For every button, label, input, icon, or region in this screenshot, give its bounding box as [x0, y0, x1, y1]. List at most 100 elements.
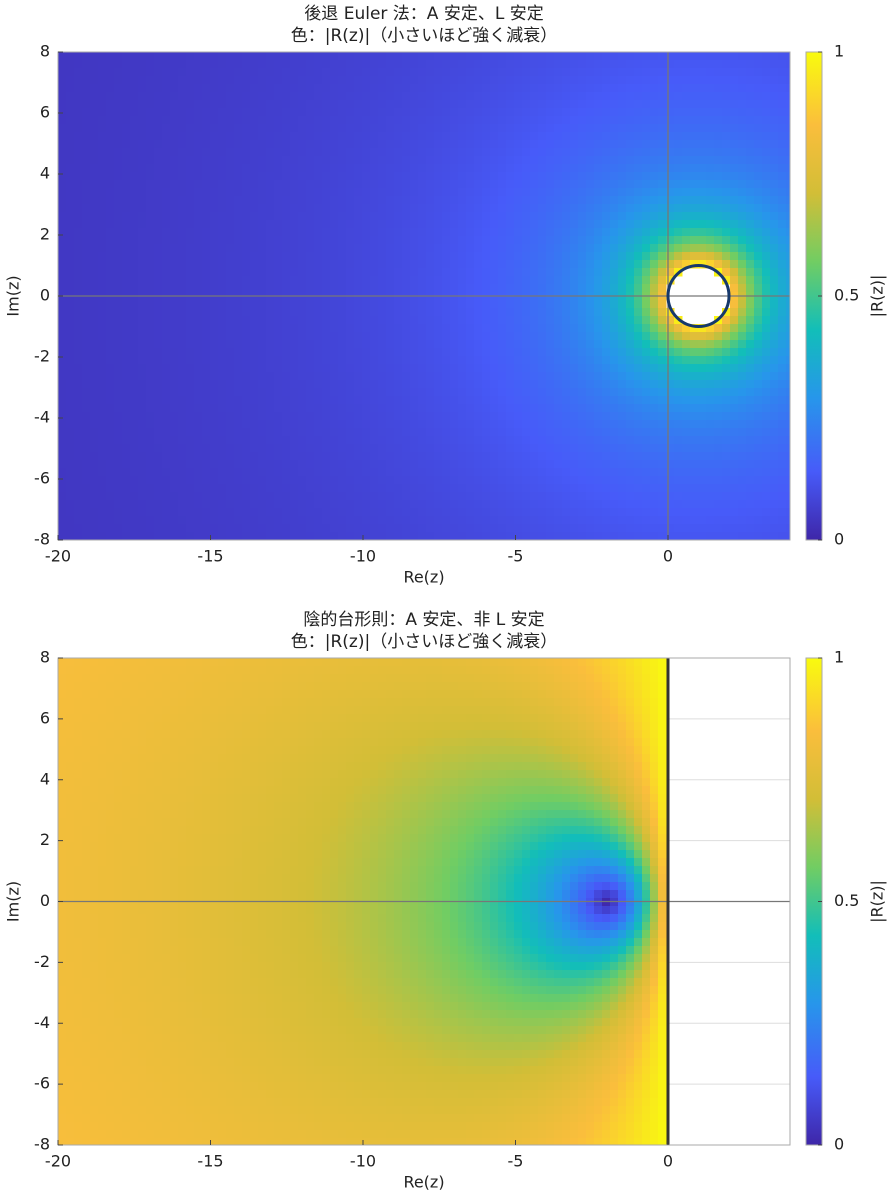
heatmap-cell: [450, 244, 459, 253]
heatmap-cell: [554, 476, 563, 485]
heatmap-cell: [490, 244, 499, 253]
heatmap-cell: [650, 444, 659, 453]
heatmap-cell: [306, 116, 315, 125]
heatmap-cell: [682, 68, 691, 77]
heatmap-cell: [346, 84, 355, 93]
heatmap-cell: [738, 324, 747, 333]
heatmap-cell: [578, 468, 587, 477]
heatmap-cell: [378, 396, 387, 405]
heatmap-cell: [250, 60, 259, 69]
heatmap-cell: [450, 260, 459, 269]
heatmap-cell: [162, 388, 171, 397]
heatmap-cell: [210, 428, 219, 437]
heatmap-cell: [146, 116, 155, 125]
heatmap-cell: [506, 356, 515, 365]
heatmap-cell: [642, 404, 651, 413]
heatmap-cell: [226, 132, 235, 141]
heatmap-cell: [522, 164, 531, 173]
heatmap-cell: [194, 324, 203, 333]
heatmap-cell: [354, 108, 363, 117]
heatmap-cell: [666, 372, 675, 381]
heatmap-cell: [722, 124, 731, 133]
heatmap-cell: [666, 212, 675, 221]
heatmap-cell: [538, 308, 547, 317]
heatmap-cell: [586, 252, 595, 261]
heatmap-cell: [442, 116, 451, 125]
heatmap-cell: [410, 340, 419, 349]
heatmap-cell: [306, 164, 315, 173]
heatmap-cell: [506, 452, 515, 461]
heatmap-cell: [554, 260, 563, 269]
heatmap-cell: [298, 276, 307, 285]
heatmap-cell: [186, 388, 195, 397]
heatmap-cell: [458, 180, 467, 189]
heatmap-cell: [178, 316, 187, 325]
heatmap-cell: [74, 220, 83, 229]
heatmap-cell: [402, 460, 411, 469]
heatmap-cell: [602, 116, 611, 125]
heatmap-cell: [490, 372, 499, 381]
heatmap-cell: [434, 132, 443, 141]
heatmap-cell: [714, 452, 723, 461]
heatmap-cell: [426, 52, 435, 61]
heatmap-cell: [234, 220, 243, 229]
heatmap-cell: [458, 212, 467, 221]
heatmap-cell: [410, 276, 419, 285]
heatmap-cell: [570, 404, 579, 413]
heatmap-cell: [562, 92, 571, 101]
heatmap-cell: [162, 300, 171, 309]
heatmap-cell: [602, 260, 611, 269]
heatmap-cell: [202, 324, 211, 333]
heatmap-cell: [746, 212, 755, 221]
heatmap-cell: [466, 124, 475, 133]
heatmap-cell: [362, 364, 371, 373]
heatmap-cell: [210, 68, 219, 77]
heatmap-cell: [466, 236, 475, 245]
heatmap-cell: [770, 228, 779, 237]
heatmap-cell: [250, 348, 259, 357]
heatmap-cell: [674, 452, 683, 461]
heatmap-cell: [466, 364, 475, 373]
heatmap-cell: [170, 260, 179, 269]
heatmap-cell: [242, 324, 251, 333]
heatmap-cell: [530, 484, 539, 493]
heatmap-cell: [386, 276, 395, 285]
heatmap-cell: [186, 252, 195, 261]
heatmap-cell: [290, 100, 299, 109]
heatmap-cell: [754, 228, 763, 237]
heatmap-cell: [618, 452, 627, 461]
heatmap-cell: [162, 284, 171, 293]
heatmap-cell: [306, 180, 315, 189]
heatmap-cell: [474, 148, 483, 157]
heatmap-cell: [618, 260, 627, 269]
heatmap-cell: [530, 324, 539, 333]
heatmap-cell: [690, 428, 699, 437]
heatmap-cell: [402, 412, 411, 421]
heatmap-cell: [602, 460, 611, 469]
heatmap-cell: [770, 244, 779, 253]
heatmap-cell: [282, 484, 291, 493]
heatmap-cell: [154, 228, 163, 237]
heatmap-cell: [58, 148, 67, 157]
heatmap-cell: [170, 164, 179, 173]
heatmap-cell: [450, 108, 459, 117]
heatmap-cell: [674, 364, 683, 373]
heatmap-cell: [338, 452, 347, 461]
heatmap-cell: [546, 244, 555, 253]
heatmap-cell: [266, 412, 275, 421]
heatmap-cell: [658, 132, 667, 141]
heatmap-cell: [658, 452, 667, 461]
heatmap-cell: [610, 428, 619, 437]
heatmap-cell: [626, 308, 635, 317]
heatmap-cell: [706, 468, 715, 477]
heatmap-cell: [594, 180, 603, 189]
heatmap-cell: [706, 68, 715, 77]
heatmap-cell: [322, 204, 331, 213]
heatmap-cell: [394, 156, 403, 165]
heatmap-cell: [786, 172, 791, 181]
heatmap-cell: [706, 188, 715, 197]
heatmap-cell: [498, 412, 507, 421]
heatmap-cell: [754, 140, 763, 149]
heatmap-cell: [426, 356, 435, 365]
heatmap-cell: [682, 452, 691, 461]
